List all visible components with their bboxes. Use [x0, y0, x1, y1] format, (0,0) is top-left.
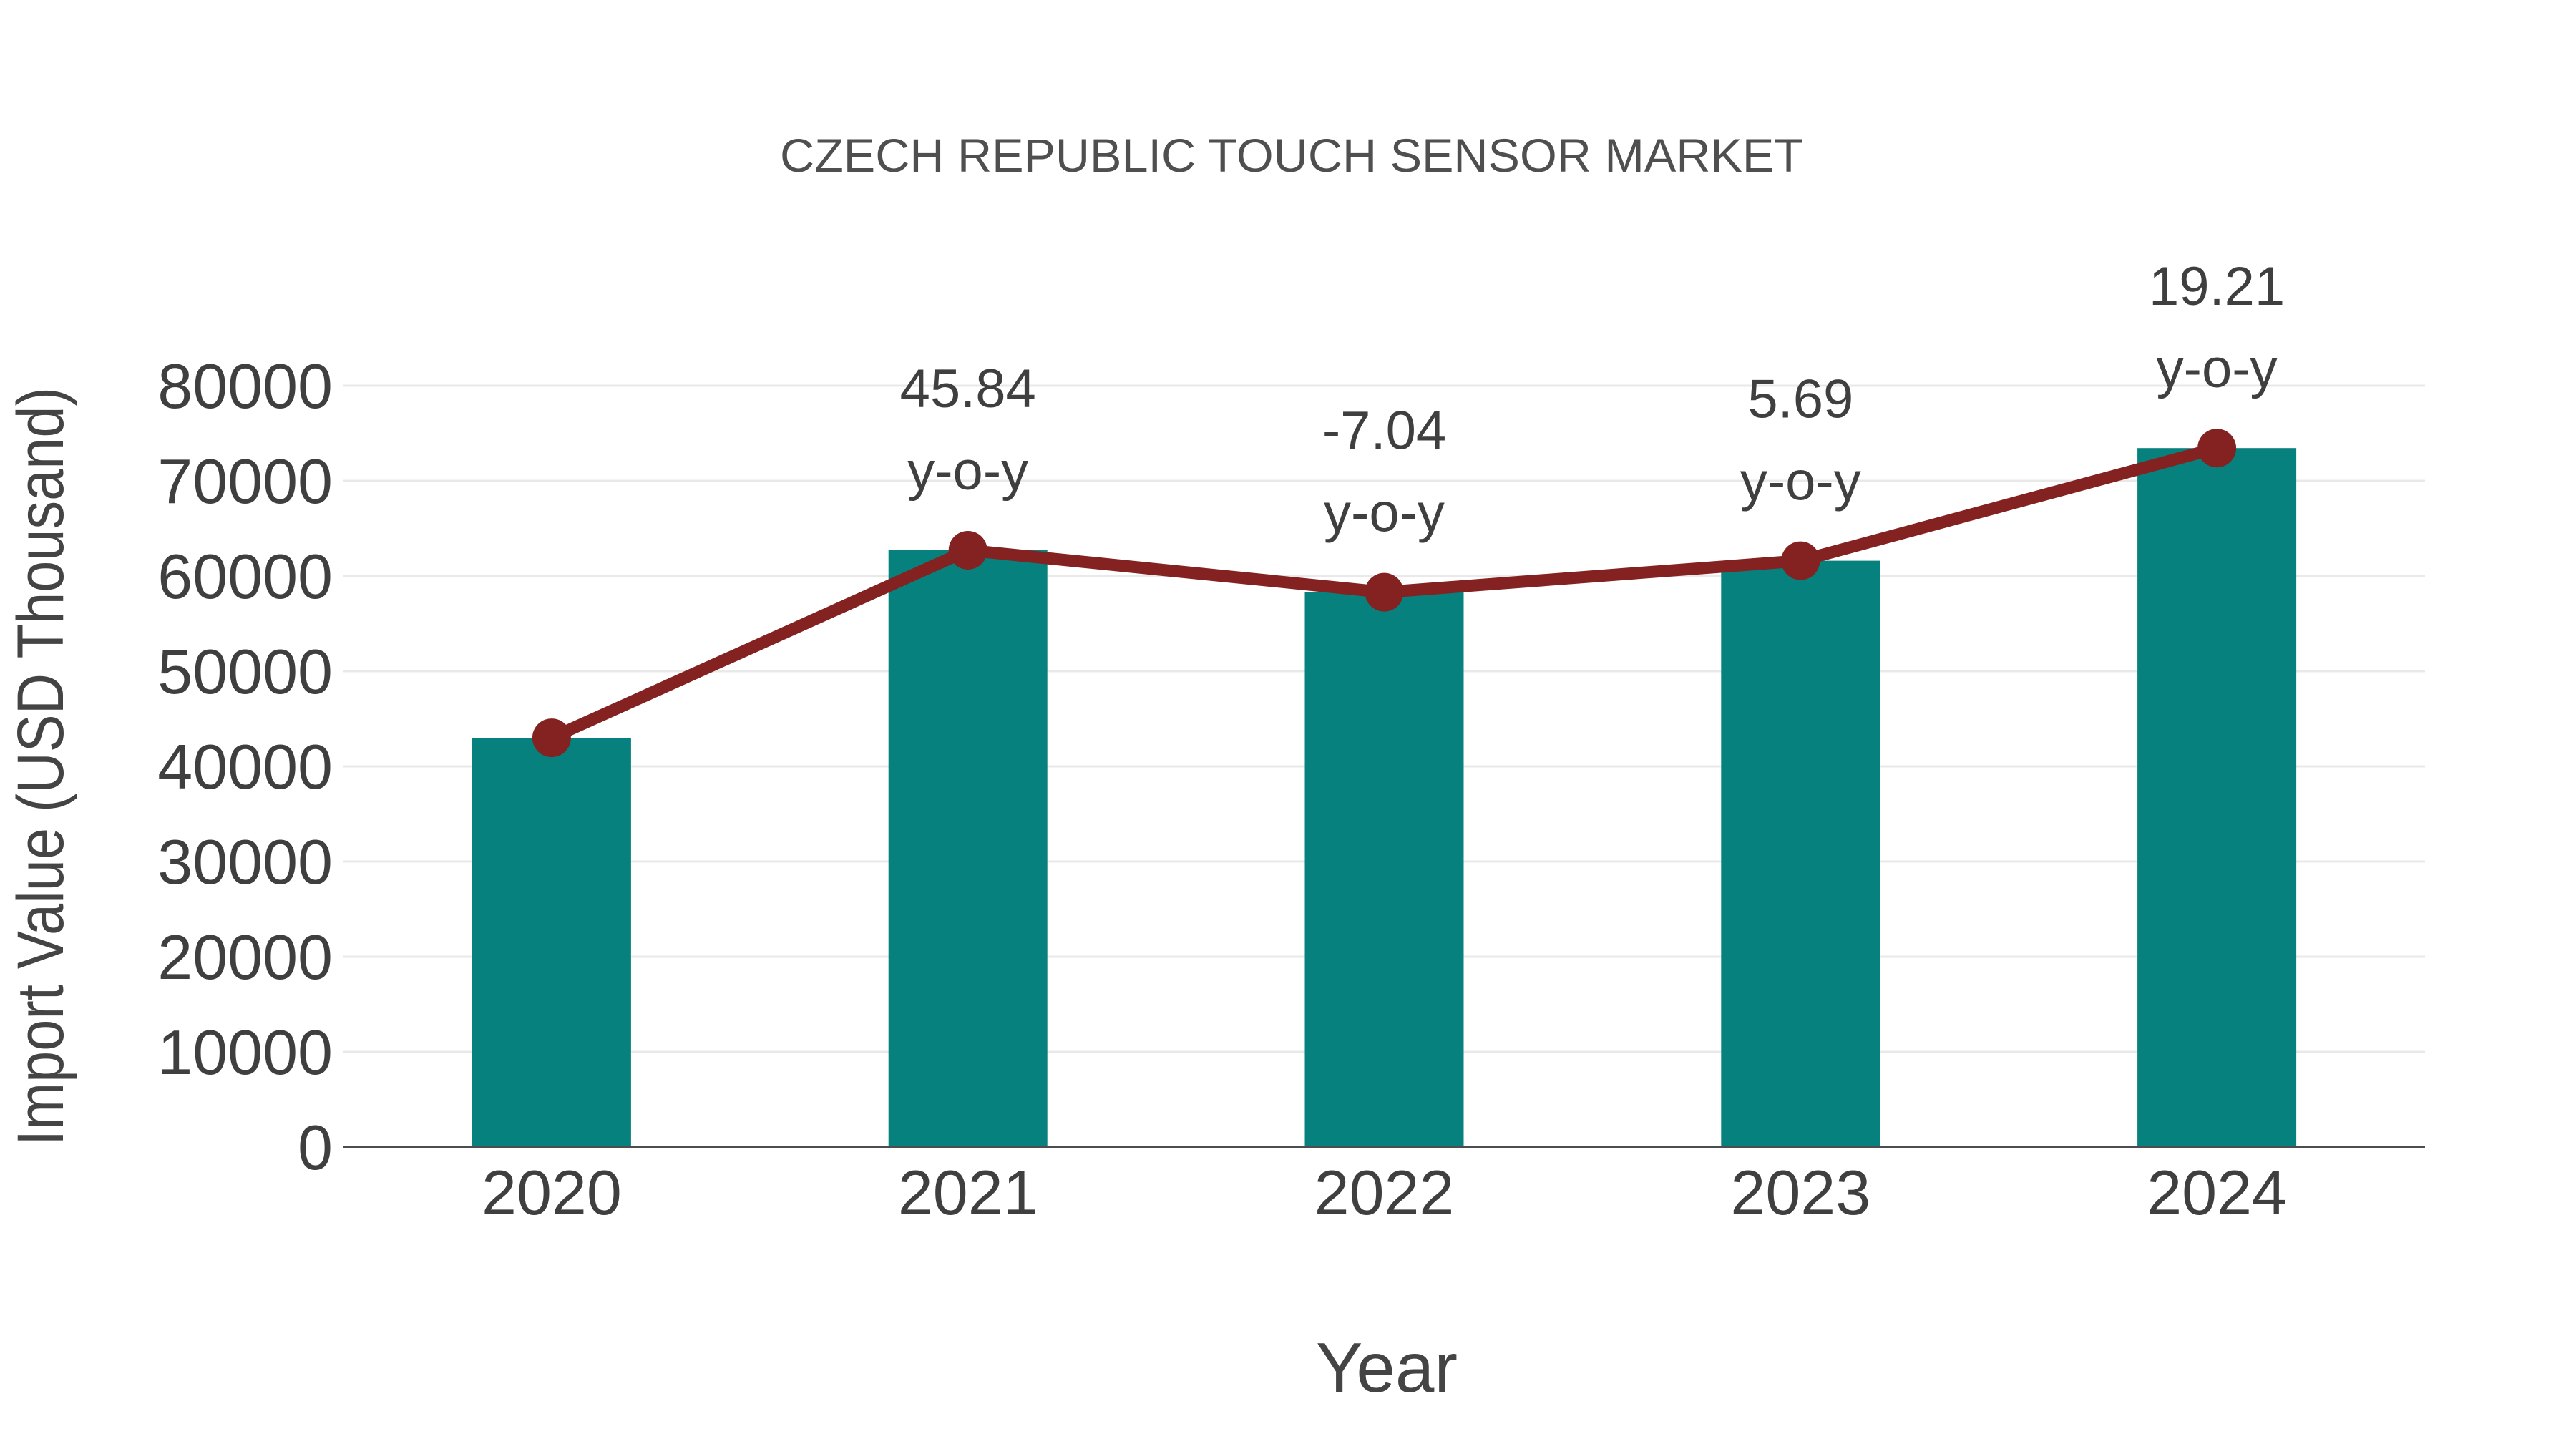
y-tick-label: 70000: [157, 446, 333, 517]
bar: [1304, 592, 1464, 1147]
data-point-marker: [532, 718, 571, 758]
x-tick-label: 2023: [1730, 1157, 1870, 1228]
annotation-value: 45.84: [900, 358, 1036, 419]
data-point-marker: [2197, 429, 2237, 468]
annotation-unit: y-o-y: [1324, 483, 1445, 544]
x-tick-label: 2020: [482, 1157, 622, 1228]
annotation-unit: y-o-y: [2157, 338, 2278, 399]
y-tick-label: 80000: [157, 351, 333, 421]
y-tick-label: 30000: [157, 826, 333, 897]
annotation-value: 19.21: [2149, 256, 2285, 317]
bar: [472, 738, 631, 1147]
data-point-marker: [1781, 541, 1820, 580]
data-point-marker: [1365, 572, 1404, 612]
y-axis-title: Import Value (USD Thousand): [4, 387, 77, 1146]
annotation-value: -7.04: [1322, 401, 1446, 462]
plot-area: 0 10000 20000 30000 40000 50000 60000 70000 8000…: [157, 256, 2425, 1228]
x-tick-label: 2022: [1314, 1157, 1455, 1228]
y-tick-label: 50000: [157, 636, 333, 707]
x-axis-title: Year: [1316, 1328, 1458, 1407]
bar: [888, 550, 1048, 1147]
bar: [2137, 448, 2297, 1147]
annotation-unit: y-o-y: [907, 441, 1028, 502]
bar: [1721, 560, 1880, 1147]
y-tick-label: 10000: [157, 1017, 333, 1088]
y-tick-label: 40000: [157, 731, 333, 802]
x-tick-label: 2024: [2147, 1157, 2287, 1228]
x-tick-label: 2021: [898, 1157, 1038, 1228]
y-tick-label: 20000: [157, 922, 333, 992]
chart-title: CZECH REPUBLIC TOUCH SENSOR MARKET: [780, 129, 1803, 182]
data-point-marker: [948, 530, 987, 570]
annotation-value: 5.69: [1747, 369, 1853, 430]
y-tick-label: 60000: [157, 541, 333, 612]
y-tick-label: 0: [298, 1112, 333, 1183]
annotation-unit: y-o-y: [1740, 452, 1861, 512]
